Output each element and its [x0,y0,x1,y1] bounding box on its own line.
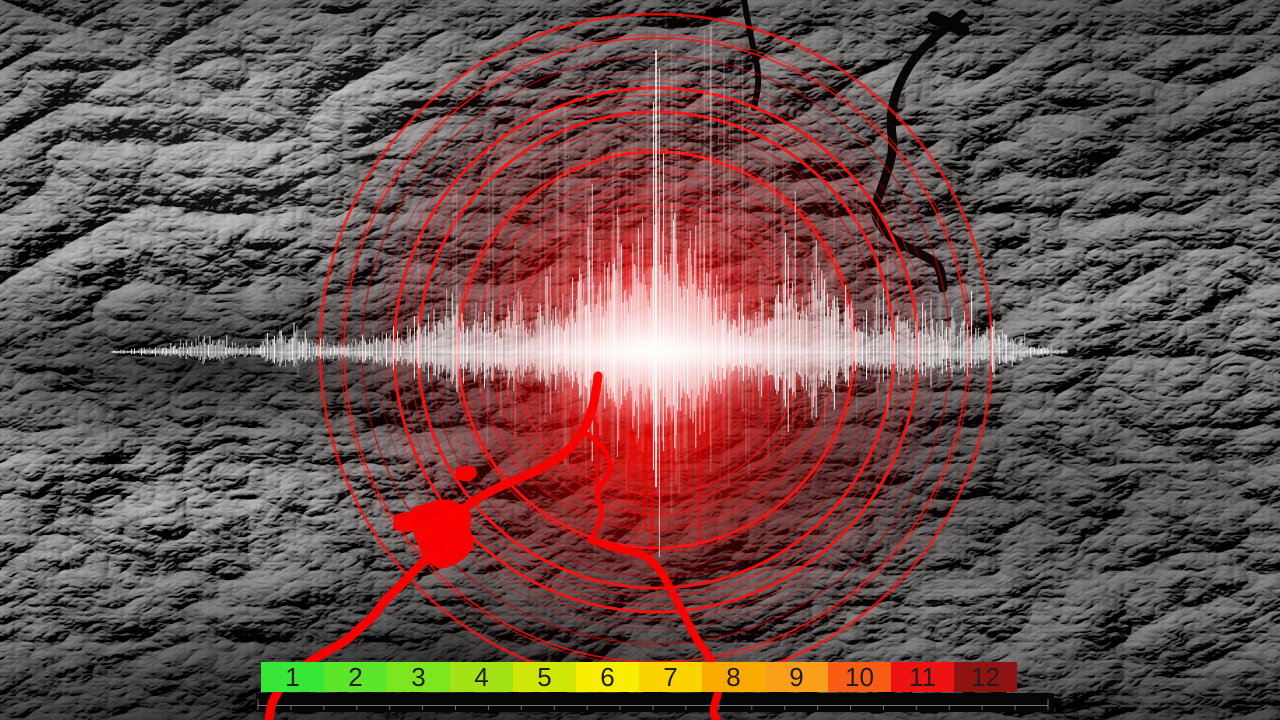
scale-segment-4: 4 [450,662,513,692]
fault-blob [393,512,419,533]
scale-number: 6 [600,662,615,692]
scale-segment-5: 5 [513,662,576,692]
scale-number: 12 [971,662,1000,692]
scale-segment-10: 10 [828,662,891,692]
fault-blob [407,499,475,569]
scale-segment-6: 6 [576,662,639,692]
scale-segment-9: 9 [765,662,828,692]
fault-line [588,536,723,720]
scale-segment-8: 8 [702,662,765,692]
scale-number: 11 [909,662,936,692]
scale-number: 4 [474,662,489,692]
fault-blob [455,465,477,482]
scale-ruler-strip [256,693,1054,712]
scale-segment-12: 12 [954,662,1017,692]
scale-number: 8 [726,662,741,692]
scale-number: 7 [663,662,678,692]
scale-segment-11: 11 [891,662,954,692]
fault-line [581,429,613,541]
scale-segment-3: 3 [387,662,450,692]
scale-segment-1: 1 [261,662,324,692]
scale-number: 5 [537,662,552,692]
scale-number: 2 [348,662,363,692]
scale-number: 9 [789,662,804,692]
scale-number: 3 [411,662,426,692]
seismogram-waveform [110,50,1068,558]
scale-segment-7: 7 [639,662,702,692]
intensity-scale: 1 2 3 4 5 6 7 8 9 10 11 12 [261,662,1017,692]
scale-number: 1 [285,662,300,692]
ruler-strip-background [256,693,1054,712]
scale-segment-2: 2 [324,662,387,692]
scale-number: 10 [845,662,874,692]
